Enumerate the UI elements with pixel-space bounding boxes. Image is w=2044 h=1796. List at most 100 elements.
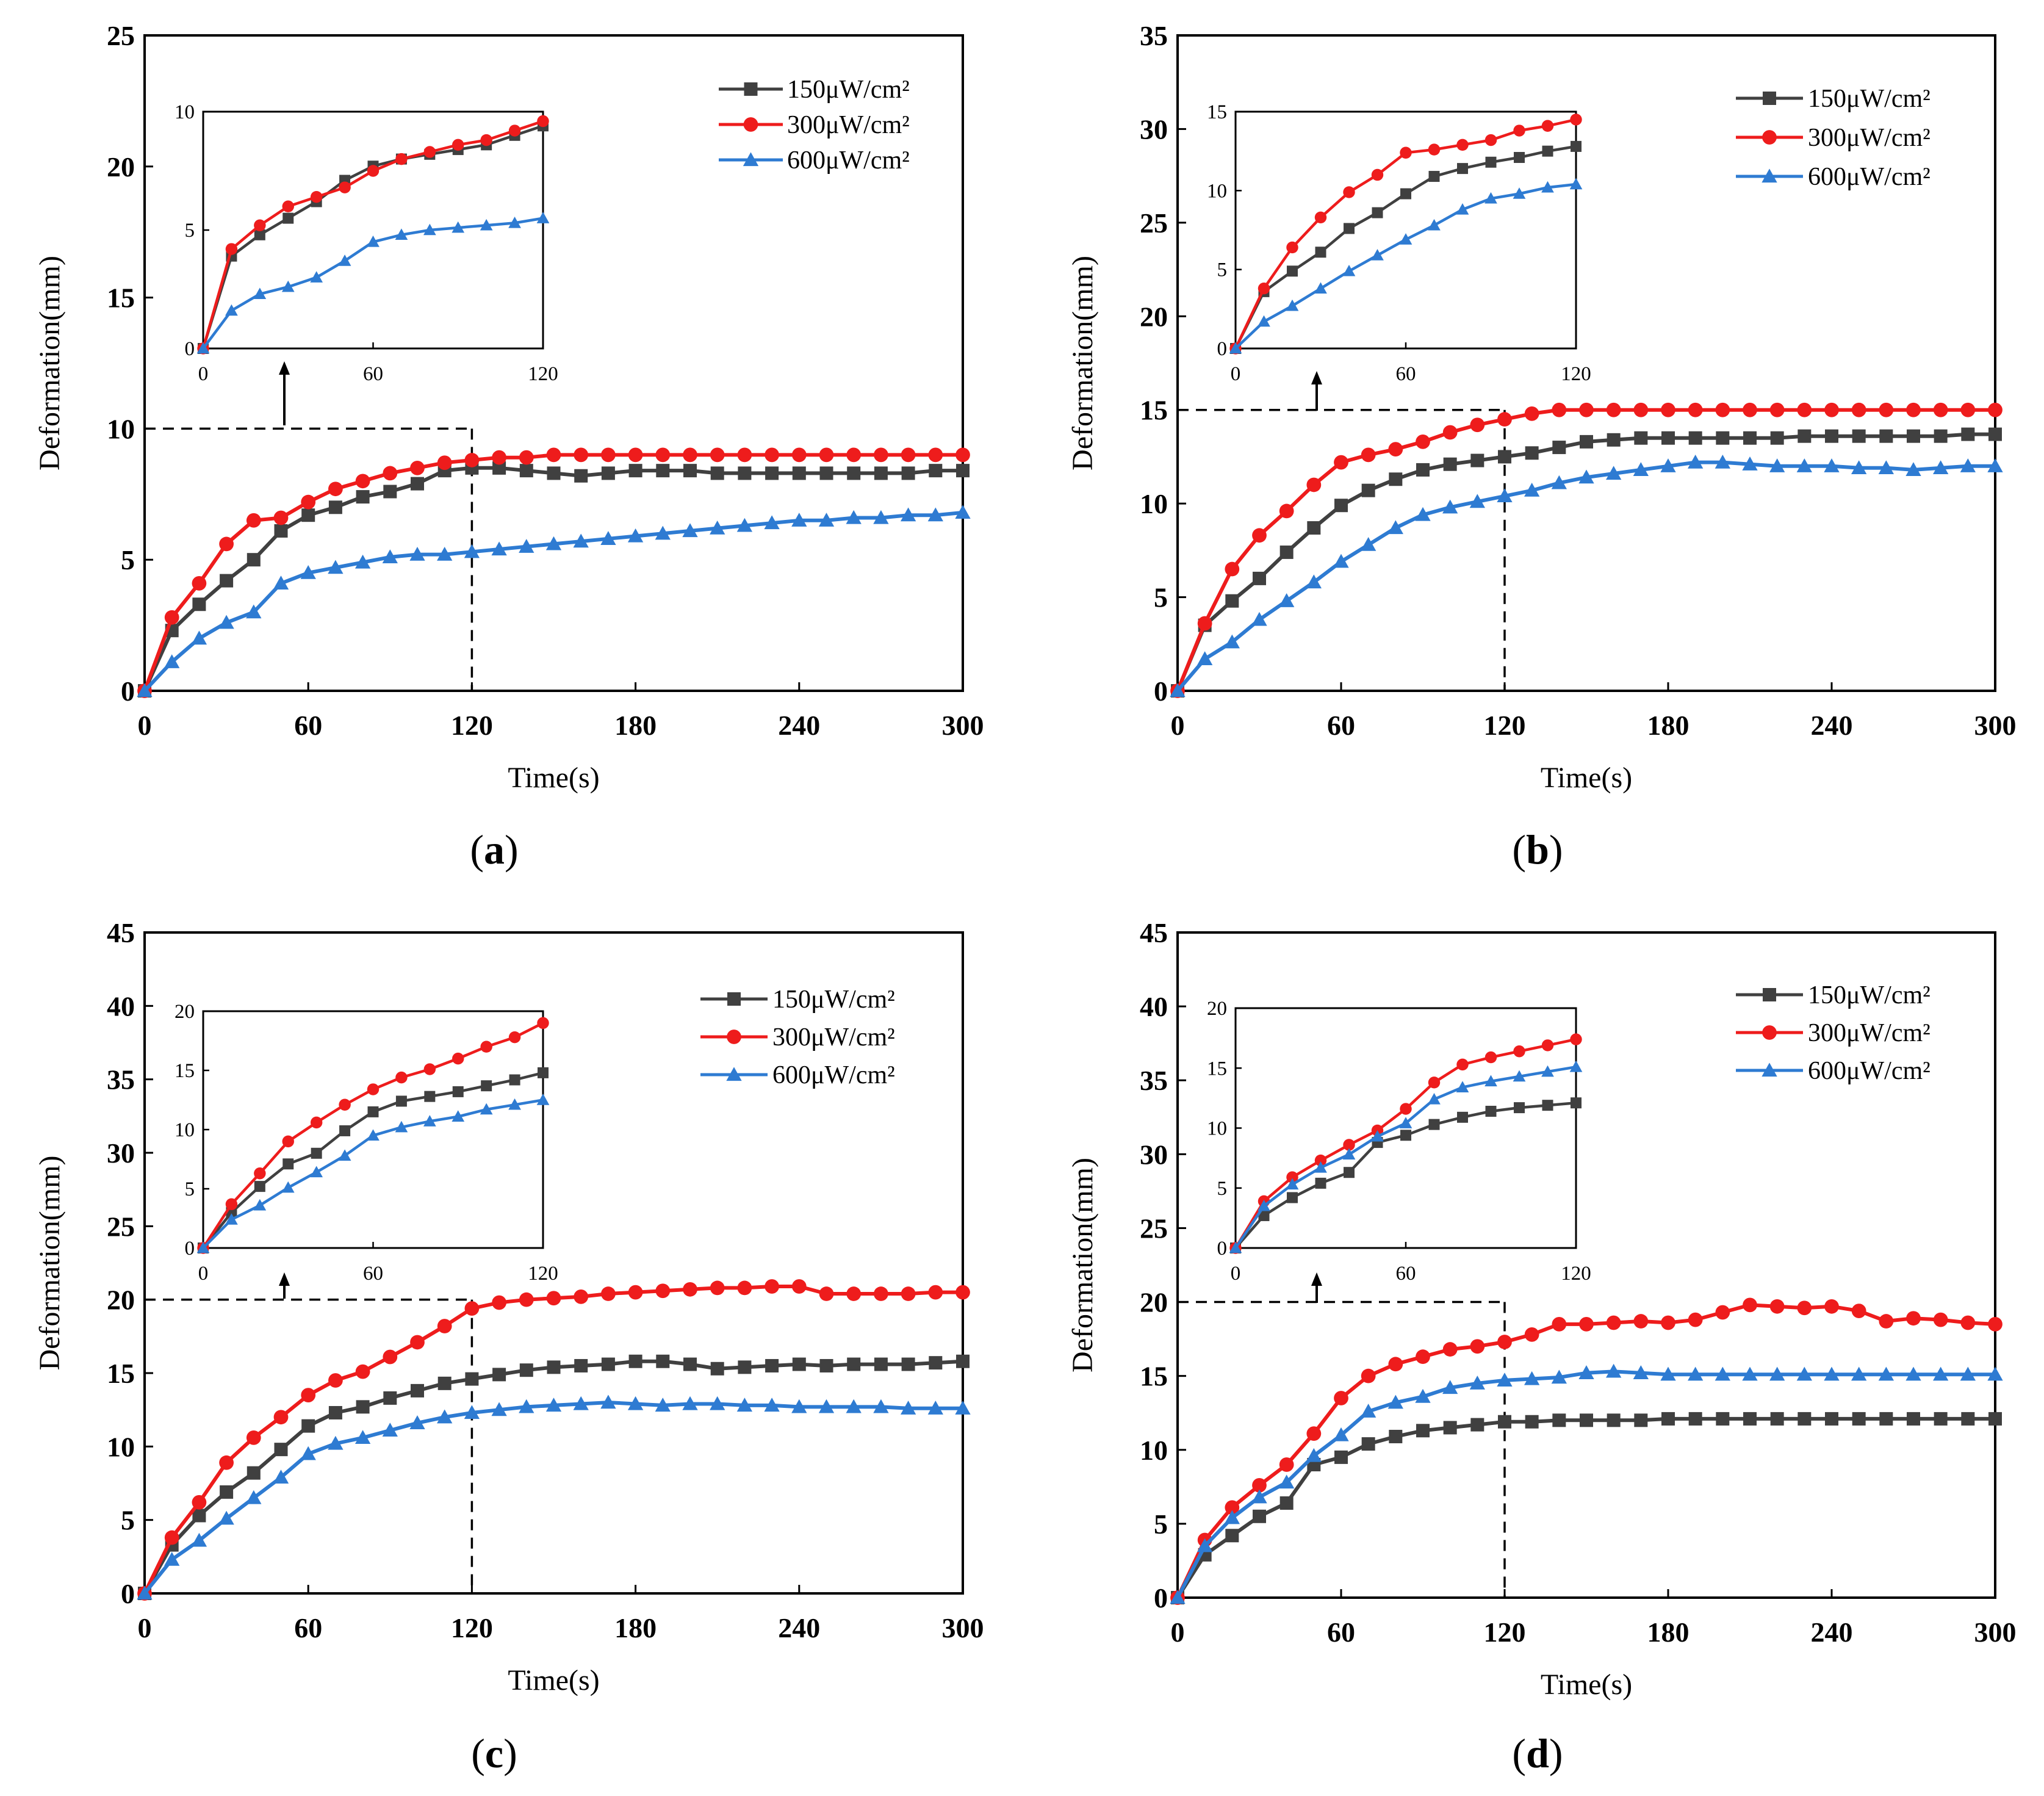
inset-x-tick-label: 120 (1561, 363, 1591, 385)
data-point (1334, 1391, 1348, 1405)
data-point (1307, 521, 1321, 535)
data-point (736, 1397, 753, 1412)
data-point (1797, 402, 1812, 417)
data-point (819, 447, 834, 463)
inset-data-point (1569, 1060, 1583, 1072)
inset-data-point (424, 1091, 436, 1102)
data-point (1361, 1368, 1376, 1383)
caption-close: ) (505, 826, 519, 873)
inset-data-point (481, 1080, 492, 1092)
data-point (1197, 651, 1213, 665)
data-point (1334, 455, 1348, 470)
y-tick-label: 5 (121, 544, 135, 575)
data-point (900, 507, 916, 522)
data-point (846, 447, 862, 463)
data-point (1960, 1366, 1976, 1381)
data-point (901, 1357, 915, 1371)
inset-data-point (1399, 1117, 1412, 1128)
inset-data-point (225, 1213, 238, 1225)
x-tick-label: 60 (294, 710, 322, 741)
data-point (1552, 1317, 1567, 1332)
data-point (1498, 1415, 1511, 1429)
inset-data-point (1456, 1081, 1469, 1092)
caption-letter: b (1526, 826, 1549, 873)
data-point (192, 1495, 207, 1510)
data-point (1279, 545, 1294, 559)
data-point (1416, 435, 1430, 449)
inset-data-point (1315, 1177, 1326, 1189)
data-point (1279, 1457, 1294, 1472)
data-point (655, 525, 671, 540)
inset-data-point (1287, 265, 1298, 277)
inset-data-point (537, 115, 549, 128)
data-point (1416, 1349, 1430, 1365)
data-point (1224, 1510, 1240, 1524)
data-point (1415, 507, 1431, 521)
data-point (846, 510, 862, 524)
inset-data-point (538, 1067, 549, 1078)
data-point (1580, 435, 1593, 449)
data-point (1578, 469, 1594, 484)
data-point (220, 1485, 234, 1499)
legend-entry: 150μW/cm² (700, 986, 895, 1014)
data-point (1988, 427, 2002, 441)
data-point (355, 1364, 370, 1379)
inset-data-point (253, 287, 267, 300)
data-point (1716, 431, 1730, 445)
legend: 150μW/cm² 300μW/cm² 600μW/cm² (1736, 981, 1931, 1085)
data-point (1933, 402, 1948, 417)
inset-x-tick-label: 0 (1231, 363, 1241, 385)
inset-data-point (1428, 143, 1441, 156)
y-tick-label: 35 (1140, 20, 1168, 51)
series-line (143, 1401, 963, 1595)
data-point (846, 1286, 862, 1301)
inset-x-tick-label: 60 (1396, 363, 1416, 385)
y-tick-label: 20 (107, 151, 135, 182)
data-point (1361, 1404, 1376, 1418)
x-tick-label: 0 (138, 1612, 152, 1643)
data-point (247, 1466, 261, 1480)
inset-data-point (196, 342, 210, 354)
data-point (928, 1285, 943, 1300)
legend-label: 150μW/cm² (772, 986, 895, 1014)
data-point (1960, 1315, 1976, 1330)
data-point (1225, 594, 1239, 608)
data-point (927, 507, 943, 522)
inset-data-point (367, 1106, 379, 1117)
data-point (1306, 477, 1322, 492)
data-point (328, 560, 344, 574)
x-tick-label: 0 (1171, 710, 1185, 741)
data-point (1442, 1380, 1458, 1394)
inset-data-point (452, 1086, 464, 1097)
data-point (1906, 402, 1921, 417)
data-point (737, 1280, 752, 1296)
data-point (600, 531, 616, 545)
legend-marker (1763, 92, 1776, 105)
data-point (382, 1423, 398, 1437)
data-point (874, 1286, 888, 1301)
data-point (819, 466, 833, 480)
data-point (546, 447, 561, 463)
data-point (656, 464, 670, 478)
y-tick-label: 40 (107, 990, 135, 1022)
series-150 (1171, 1412, 2002, 1604)
data-point (1770, 1412, 1784, 1426)
legend-marker (743, 117, 758, 132)
data-point (1334, 499, 1348, 513)
data-point (1497, 488, 1513, 502)
data-point (519, 1292, 534, 1307)
data-point (273, 1410, 289, 1425)
data-point (273, 510, 289, 525)
data-point (1442, 425, 1458, 440)
data-point (1469, 1376, 1485, 1390)
inset-data-point (395, 1120, 408, 1133)
data-point (246, 1430, 261, 1445)
legend-label: 300μW/cm² (1808, 124, 1931, 152)
inset-data-point (367, 1129, 380, 1141)
data-point (1497, 1335, 1512, 1349)
data-point (1633, 462, 1649, 477)
data-point (1933, 1312, 1948, 1327)
inset-data-point (1343, 186, 1355, 198)
inset-series-600 (1229, 1060, 1583, 1253)
data-point (1824, 402, 1839, 417)
